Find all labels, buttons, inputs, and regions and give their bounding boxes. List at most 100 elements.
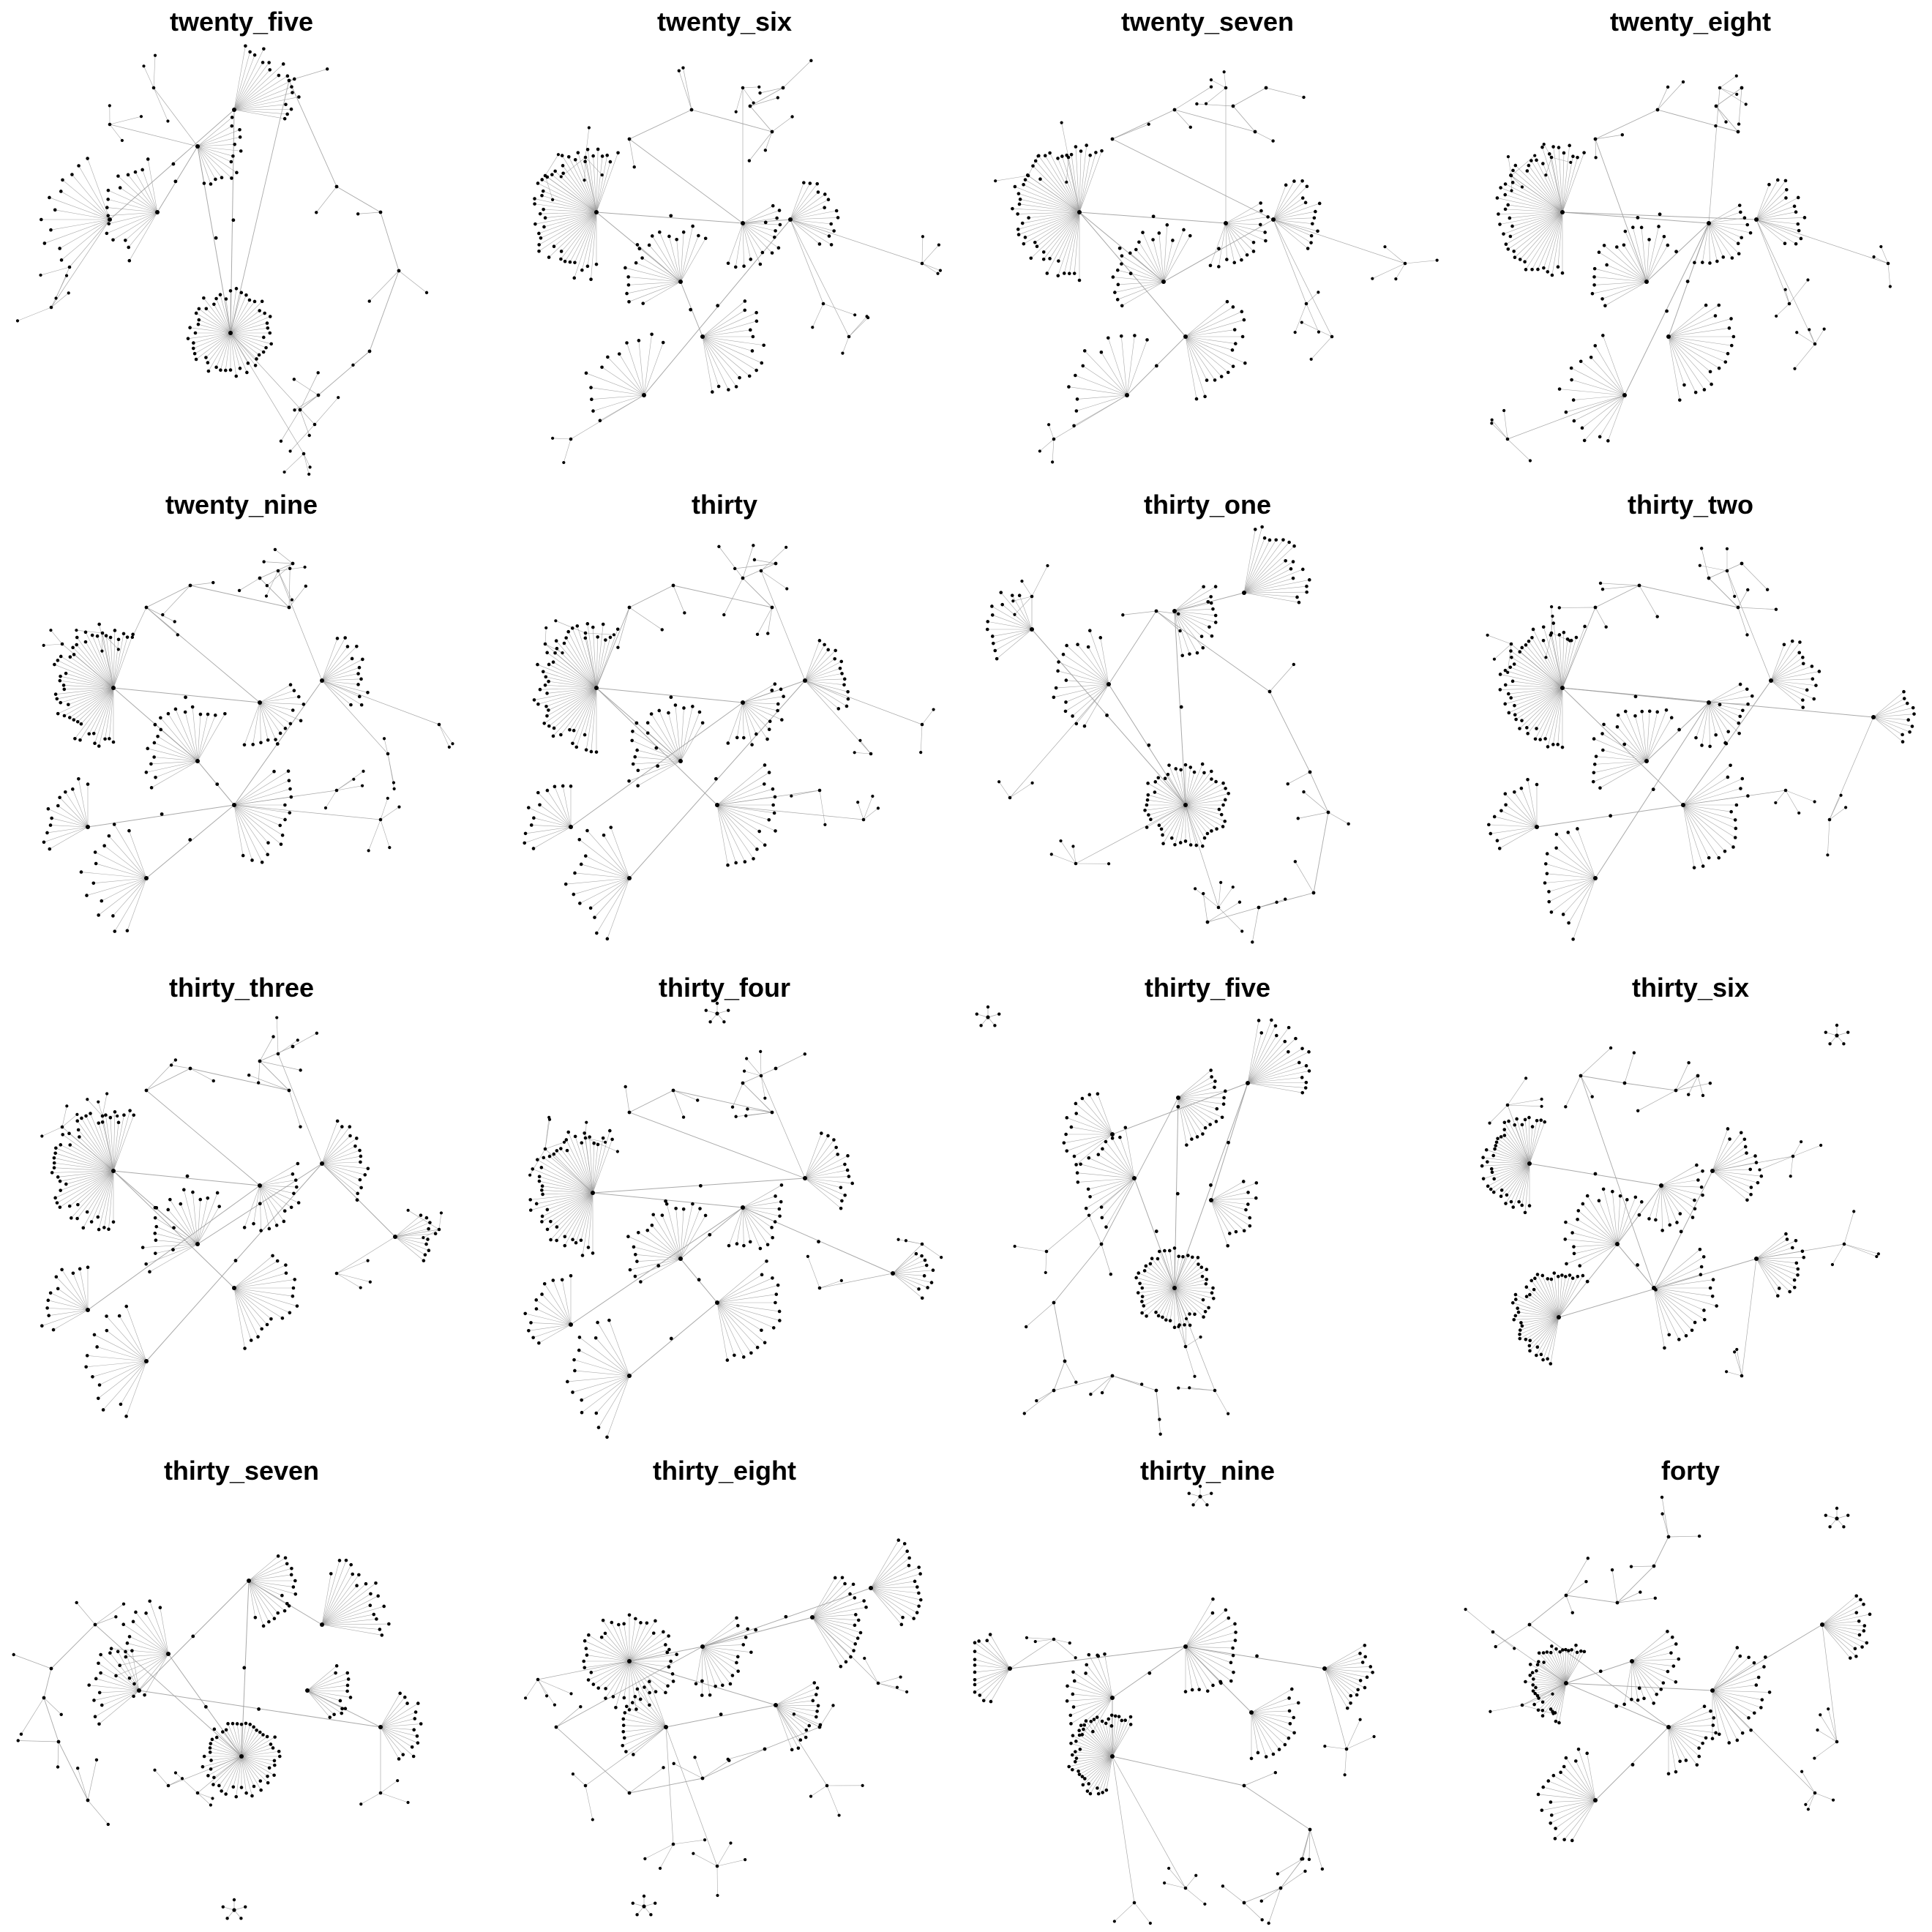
node — [53, 1196, 57, 1200]
node — [307, 472, 311, 476]
edge — [48, 1309, 89, 1316]
node — [1810, 664, 1814, 668]
node — [1038, 449, 1041, 453]
node — [1156, 1314, 1161, 1318]
node — [1561, 913, 1565, 916]
edge — [1273, 186, 1308, 220]
node — [149, 786, 154, 790]
node — [817, 1286, 822, 1290]
edge — [566, 1139, 594, 1194]
edge — [154, 1208, 198, 1245]
edge — [760, 87, 784, 94]
edge — [1715, 125, 1739, 132]
node — [1911, 705, 1915, 710]
edge — [1000, 592, 1033, 630]
edge — [1057, 158, 1080, 213]
edge — [1112, 277, 1164, 282]
node — [1064, 678, 1068, 682]
node — [645, 1621, 649, 1625]
node — [293, 1579, 297, 1583]
node — [1221, 781, 1225, 785]
node — [1199, 1265, 1204, 1270]
node — [579, 1704, 583, 1709]
edge — [1558, 1276, 1579, 1318]
edge — [673, 1090, 684, 1117]
node — [307, 433, 311, 438]
edge — [1247, 1041, 1285, 1084]
node — [532, 698, 536, 702]
node — [1266, 215, 1270, 219]
node — [1154, 1229, 1158, 1233]
edge — [134, 1653, 169, 1685]
node — [273, 1735, 277, 1739]
node — [1208, 625, 1211, 629]
edge — [209, 1748, 242, 1757]
node — [195, 144, 200, 149]
edge — [581, 1375, 630, 1401]
node — [727, 388, 730, 392]
node — [673, 703, 678, 707]
edge — [1675, 1082, 1710, 1091]
edge — [1649, 1185, 1662, 1219]
edge — [1682, 776, 1729, 806]
node — [1879, 244, 1883, 249]
edge — [1697, 1075, 1704, 1096]
node — [1526, 732, 1530, 735]
edge — [790, 194, 825, 220]
edge — [60, 1170, 114, 1191]
edge — [569, 687, 597, 730]
node — [283, 817, 287, 822]
node — [827, 234, 831, 238]
node — [631, 762, 635, 766]
edge — [1708, 222, 1742, 239]
node — [1186, 1254, 1190, 1257]
node — [592, 1141, 596, 1145]
edge — [126, 1360, 147, 1417]
node — [1506, 692, 1510, 696]
edge — [1243, 569, 1303, 594]
node — [1251, 940, 1254, 944]
node — [1142, 1304, 1146, 1308]
edge — [1543, 640, 1563, 689]
node — [1074, 373, 1077, 378]
edge — [1185, 804, 1212, 831]
node — [1072, 424, 1076, 428]
node — [733, 265, 738, 269]
edge — [1072, 684, 1109, 716]
edge — [632, 740, 681, 762]
node — [542, 722, 547, 725]
node — [1161, 842, 1165, 845]
node — [1606, 439, 1610, 443]
edge — [1066, 1134, 1113, 1151]
node — [1906, 718, 1911, 722]
node — [1699, 1273, 1703, 1276]
edge — [1546, 157, 1552, 176]
edge — [1699, 565, 1728, 572]
node — [1304, 302, 1308, 306]
edge — [1770, 644, 1785, 681]
node — [261, 61, 265, 64]
edge — [590, 877, 630, 909]
edge — [1508, 687, 1563, 714]
edge — [629, 1660, 641, 1700]
edge — [1527, 171, 1563, 213]
edge — [109, 116, 142, 125]
node — [1503, 182, 1508, 186]
node — [266, 841, 270, 845]
node — [1541, 638, 1546, 643]
node — [433, 1232, 438, 1236]
edge — [1273, 181, 1295, 220]
node — [1503, 192, 1508, 197]
node — [696, 1098, 700, 1102]
node — [832, 1138, 836, 1142]
edge — [1150, 1263, 1175, 1289]
node — [538, 687, 542, 692]
node — [1704, 303, 1708, 307]
node — [834, 1145, 838, 1150]
edge — [233, 804, 282, 845]
edge — [742, 222, 773, 253]
node — [700, 1644, 705, 1649]
edge — [716, 1302, 780, 1321]
edge — [321, 1573, 332, 1625]
node — [591, 1682, 596, 1686]
